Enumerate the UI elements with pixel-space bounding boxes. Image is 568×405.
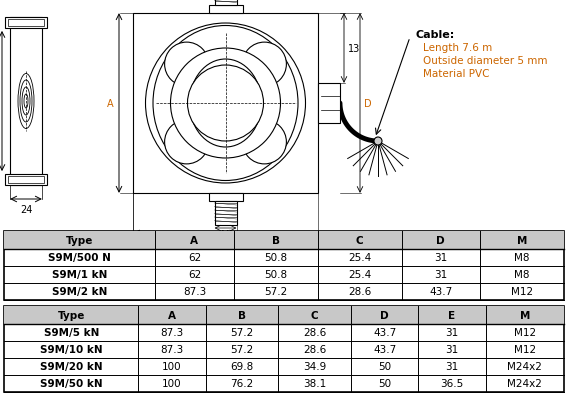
Text: D: D xyxy=(381,310,389,320)
Text: S9M/2 kN: S9M/2 kN xyxy=(52,287,107,297)
Text: 87.3: 87.3 xyxy=(160,345,183,355)
Bar xyxy=(8,177,44,183)
Bar xyxy=(215,0,236,6)
Text: 28.6: 28.6 xyxy=(303,345,327,355)
Text: 31: 31 xyxy=(434,253,448,263)
Text: S9M/1 kN: S9M/1 kN xyxy=(52,270,107,280)
Text: Length 7.6 m: Length 7.6 m xyxy=(423,43,492,53)
Text: 13: 13 xyxy=(348,44,360,54)
Text: Type: Type xyxy=(66,235,93,245)
Text: Cable:: Cable: xyxy=(415,30,454,40)
Bar xyxy=(208,6,243,14)
Text: 100: 100 xyxy=(162,379,182,388)
Text: 50.8: 50.8 xyxy=(264,270,287,280)
Text: 76.2: 76.2 xyxy=(231,379,254,388)
Text: 62: 62 xyxy=(188,270,201,280)
Text: 69.8: 69.8 xyxy=(231,362,254,371)
Text: M24x2: M24x2 xyxy=(507,362,542,371)
Text: 28.6: 28.6 xyxy=(303,328,327,338)
Text: 57.2: 57.2 xyxy=(264,287,287,297)
Text: M: M xyxy=(517,235,527,245)
Text: B: B xyxy=(238,310,246,320)
Bar xyxy=(133,14,318,194)
Text: C: C xyxy=(356,235,364,245)
Circle shape xyxy=(165,43,208,87)
Bar xyxy=(5,175,47,185)
Ellipse shape xyxy=(190,60,261,148)
Text: 31: 31 xyxy=(445,328,458,338)
Text: Material PVC: Material PVC xyxy=(423,69,490,79)
Text: 43.7: 43.7 xyxy=(429,287,453,297)
Text: D: D xyxy=(364,99,371,109)
Text: 31: 31 xyxy=(445,345,458,355)
Text: M: M xyxy=(520,310,530,320)
Bar xyxy=(4,231,564,249)
Text: M12: M12 xyxy=(513,328,536,338)
Text: 43.7: 43.7 xyxy=(373,345,396,355)
Circle shape xyxy=(145,24,306,183)
Text: Outside diameter 5 mm: Outside diameter 5 mm xyxy=(423,56,548,66)
Bar xyxy=(10,18,42,185)
Ellipse shape xyxy=(24,95,28,109)
Text: 36.5: 36.5 xyxy=(440,379,463,388)
Bar xyxy=(4,306,564,392)
Bar xyxy=(4,231,564,300)
Text: 43.7: 43.7 xyxy=(373,328,396,338)
Text: 34.9: 34.9 xyxy=(303,362,327,371)
Text: 87.3: 87.3 xyxy=(160,328,183,338)
Bar xyxy=(4,306,564,324)
Circle shape xyxy=(170,49,281,159)
Text: A: A xyxy=(107,99,114,109)
Text: C: C xyxy=(181,237,188,247)
Bar xyxy=(215,202,236,226)
Text: B: B xyxy=(272,235,279,245)
Bar xyxy=(208,194,243,202)
Text: M: M xyxy=(222,230,229,239)
Text: S9M/500 N: S9M/500 N xyxy=(48,253,111,263)
Ellipse shape xyxy=(18,74,34,129)
Text: S9M/20 kN: S9M/20 kN xyxy=(40,362,102,371)
Text: 57.2: 57.2 xyxy=(231,328,254,338)
Text: S9M/5 kN: S9M/5 kN xyxy=(44,328,99,338)
Circle shape xyxy=(374,138,382,146)
Text: D: D xyxy=(436,235,445,245)
Text: 50.8: 50.8 xyxy=(264,253,287,263)
Text: M24x2: M24x2 xyxy=(507,379,542,388)
Text: 50: 50 xyxy=(378,379,391,388)
Text: 50: 50 xyxy=(378,362,391,371)
Text: B: B xyxy=(222,247,229,257)
Text: 87.3: 87.3 xyxy=(183,287,206,297)
Circle shape xyxy=(187,66,264,142)
Ellipse shape xyxy=(20,81,32,123)
Text: S9M/50 kN: S9M/50 kN xyxy=(40,379,102,388)
Text: 24: 24 xyxy=(20,205,32,215)
Text: 25.4: 25.4 xyxy=(348,270,371,280)
Text: S9M/10 kN: S9M/10 kN xyxy=(40,345,102,355)
Text: 38.1: 38.1 xyxy=(303,379,327,388)
Bar xyxy=(318,84,340,124)
Text: C: C xyxy=(311,310,319,320)
Text: M12: M12 xyxy=(511,287,533,297)
Bar xyxy=(8,20,44,27)
Text: M8: M8 xyxy=(514,253,530,263)
Text: A: A xyxy=(190,235,198,245)
Circle shape xyxy=(165,121,208,164)
Text: 31: 31 xyxy=(434,270,448,280)
Text: 31: 31 xyxy=(445,362,458,371)
Bar xyxy=(5,18,47,29)
Text: A: A xyxy=(168,310,176,320)
Circle shape xyxy=(243,43,286,87)
Text: 62: 62 xyxy=(188,253,201,263)
Text: Type: Type xyxy=(57,310,85,320)
Text: M12: M12 xyxy=(513,345,536,355)
Circle shape xyxy=(243,121,286,164)
Text: E: E xyxy=(449,310,456,320)
Text: 28.6: 28.6 xyxy=(348,287,371,297)
Ellipse shape xyxy=(22,88,30,116)
Ellipse shape xyxy=(153,26,298,181)
Text: M8: M8 xyxy=(514,270,530,280)
Text: 25.4: 25.4 xyxy=(348,253,371,263)
Text: 100: 100 xyxy=(162,362,182,371)
Text: 57.2: 57.2 xyxy=(231,345,254,355)
